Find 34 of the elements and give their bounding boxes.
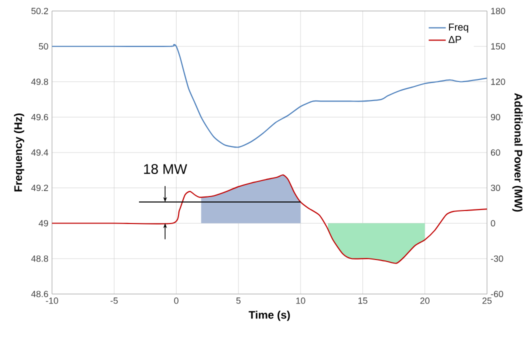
legend-label: ΔP	[448, 36, 462, 43]
y2-tick-label: 180	[491, 8, 506, 14]
y2-tick-label: -30	[490, 255, 504, 262]
y-tick-label: 50	[38, 43, 48, 50]
x-tick-label: 10	[296, 298, 306, 304]
y-axis-title: Frequency (Hz)	[14, 113, 24, 192]
x-tick-label: 20	[420, 298, 430, 304]
y-tick-label: 50.2	[31, 8, 48, 14]
x-tick-label: 15	[358, 298, 368, 304]
line-series	[52, 44, 488, 148]
y-tick-label: 49	[38, 220, 48, 226]
y-tick-label: 48.6	[31, 290, 48, 298]
x-tick-label: -5	[110, 298, 118, 304]
y2-tick-label: 150	[491, 43, 506, 50]
y-tick-label: 48.8	[31, 255, 48, 262]
line-series	[52, 174, 488, 264]
x-tick-label: -10	[46, 298, 58, 304]
y2-tick-label: 0	[490, 220, 496, 226]
x-tick-label: 0	[174, 298, 178, 304]
y-tick-label: 49.2	[31, 184, 48, 192]
y2-tick-label: 120	[491, 78, 506, 85]
y2-tick-label: -60	[490, 290, 504, 298]
legend-label: Freq	[449, 24, 468, 33]
y2-tick-label: 30	[490, 184, 500, 192]
y2-tick-label: 90	[490, 114, 500, 120]
x-axis-title: Time (s)	[248, 310, 290, 321]
y-tick-label: 49.4	[31, 149, 48, 156]
y-tick-label: 49.6	[31, 114, 48, 120]
x-tick-label: 5	[236, 298, 241, 304]
x-tick-label: 25	[482, 298, 492, 304]
y-tick-label: 49.8	[31, 78, 48, 85]
ref-line-label: 18 MW	[144, 164, 188, 174]
y2-axis-title: Additional Power (MW)	[512, 93, 523, 212]
y2-tick-label: 60	[490, 149, 500, 156]
